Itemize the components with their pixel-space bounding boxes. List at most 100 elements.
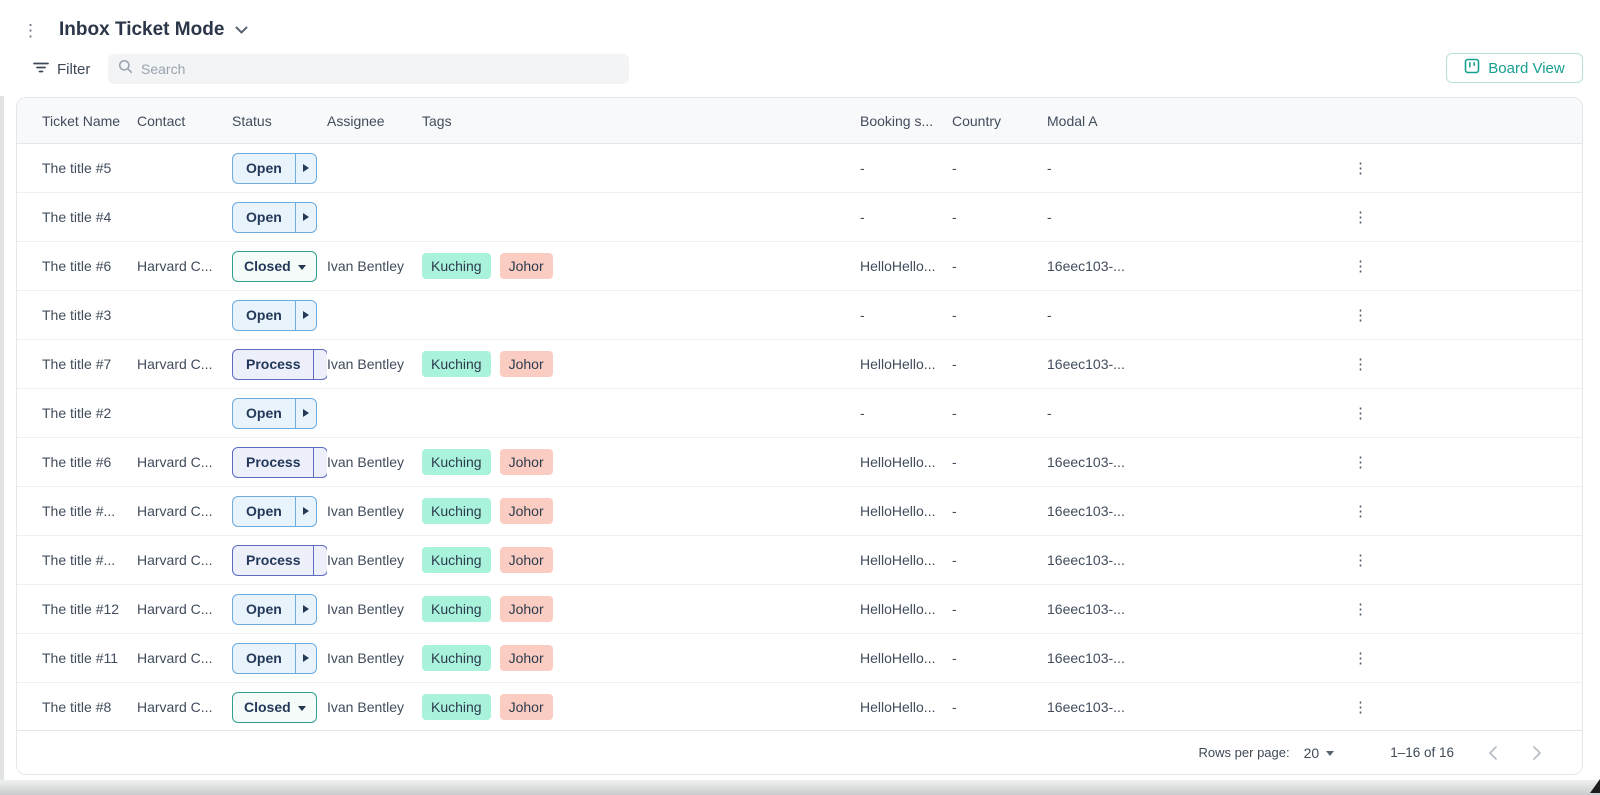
status-button[interactable]: Open — [232, 642, 317, 674]
tag-kuching: Kuching — [422, 449, 491, 475]
status-expand-button[interactable] — [313, 349, 327, 379]
status-expand-button[interactable] — [313, 545, 327, 575]
triangle-right-icon — [302, 213, 309, 221]
row-menu-kebab-icon[interactable]: ⋮ — [1353, 601, 1368, 617]
table-row[interactable]: The title #6 Harvard C... Closed Ivan Be… — [17, 242, 1582, 291]
status-expand-button[interactable] — [313, 447, 327, 477]
row-menu-kebab-icon[interactable]: ⋮ — [1353, 650, 1368, 666]
cell-tags: Kuching Johor — [422, 253, 860, 279]
status-expand-button[interactable] — [294, 300, 316, 330]
table-row[interactable]: The title #8 Harvard C... Closed Ivan Be… — [17, 683, 1582, 732]
row-menu-kebab-icon[interactable]: ⋮ — [1353, 552, 1368, 568]
table-row[interactable]: The title #5 Open - - - ⋮ — [17, 144, 1582, 193]
cell-country: - — [952, 258, 957, 274]
toolbar: Filter Board View — [0, 53, 1600, 84]
status-expand-button[interactable] — [294, 153, 316, 183]
row-menu-kebab-icon[interactable]: ⋮ — [1353, 209, 1368, 225]
tag-kuching: Kuching — [422, 694, 491, 720]
cell-ticket-name: The title #7 — [42, 356, 112, 372]
row-menu-kebab-icon[interactable]: ⋮ — [1353, 699, 1368, 715]
cell-assignee: Ivan Bentley — [327, 650, 405, 666]
cell-booking: HelloHello... — [860, 601, 936, 617]
row-menu-kebab-icon[interactable]: ⋮ — [1353, 405, 1368, 421]
search-box — [108, 54, 629, 84]
filter-button[interactable]: Filter — [33, 54, 90, 84]
status-expand-button[interactable] — [294, 202, 316, 232]
page-menu-kebab-icon[interactable]: ⋮ — [22, 20, 39, 40]
cell-modal: - — [1047, 405, 1052, 421]
row-menu-kebab-icon[interactable]: ⋮ — [1353, 160, 1368, 176]
row-menu-kebab-icon[interactable]: ⋮ — [1353, 503, 1368, 519]
previous-page-button[interactable] — [1488, 745, 1498, 761]
status-label: Closed — [244, 258, 291, 274]
table-row[interactable]: The title #7 Harvard C... Process Ivan B… — [17, 340, 1582, 389]
tag-johor: Johor — [499, 351, 553, 377]
cell-modal: 16eec103-... — [1047, 650, 1125, 666]
board-view-button[interactable]: Board View — [1446, 53, 1583, 83]
status-button[interactable]: Process — [232, 446, 327, 478]
table-row[interactable]: The title #6 Harvard C... Process Ivan B… — [17, 438, 1582, 487]
cell-contact: Harvard C... — [137, 699, 213, 715]
status-button[interactable]: Closed — [232, 250, 317, 282]
cell-assignee: Ivan Bentley — [327, 699, 405, 715]
status-expand-button[interactable] — [294, 496, 316, 526]
cell-ticket-name: The title #... — [42, 503, 116, 519]
table-row[interactable]: The title #2 Open - - - ⋮ — [17, 389, 1582, 438]
status-button[interactable]: Process — [232, 348, 327, 380]
status-button[interactable]: Open — [232, 299, 317, 331]
status-button[interactable]: Open — [232, 201, 317, 233]
status-button[interactable]: Closed — [232, 691, 317, 723]
tag-kuching: Kuching — [422, 253, 491, 279]
cell-country: - — [952, 650, 957, 666]
cell-booking: HelloHello... — [860, 454, 936, 470]
cell-country: - — [952, 356, 957, 372]
cell-country: - — [952, 160, 957, 176]
triangle-right-icon — [302, 654, 309, 662]
cell-country: - — [952, 307, 957, 323]
status-expand-button[interactable] — [294, 594, 316, 624]
row-menu-kebab-icon[interactable]: ⋮ — [1353, 454, 1368, 470]
table-row[interactable]: The title #11 Harvard C... Open Ivan Ben… — [17, 634, 1582, 683]
cell-ticket-name: The title #6 — [42, 258, 112, 274]
cell-assignee: Ivan Bentley — [327, 503, 405, 519]
status-button[interactable]: Process — [232, 544, 327, 576]
ticket-table-card: Ticket Name Contact Status Assignee Tags… — [16, 97, 1583, 775]
search-input[interactable] — [141, 61, 619, 77]
table-row[interactable]: The title #3 Open - - - ⋮ — [17, 291, 1582, 340]
status-button[interactable]: Open — [232, 495, 317, 527]
cell-assignee: Ivan Bentley — [327, 454, 405, 470]
row-menu-kebab-icon[interactable]: ⋮ — [1353, 307, 1368, 323]
table-row[interactable]: The title #... Harvard C... Process Ivan… — [17, 536, 1582, 585]
table-row[interactable]: The title #4 Open - - - ⋮ — [17, 193, 1582, 242]
status-button[interactable]: Open — [232, 593, 317, 625]
table-body: The title #5 Open - - - ⋮ The title #4 O… — [17, 144, 1582, 732]
cell-country: - — [952, 552, 957, 568]
cell-tags: Kuching Johor — [422, 547, 860, 573]
chevron-down-icon[interactable] — [235, 26, 248, 35]
status-button[interactable]: Open — [232, 152, 317, 184]
filter-label: Filter — [57, 60, 91, 78]
chevron-down-icon — [297, 264, 306, 270]
cell-assignee: Ivan Bentley — [327, 356, 405, 372]
row-menu-kebab-icon[interactable]: ⋮ — [1353, 356, 1368, 372]
tag-kuching: Kuching — [422, 351, 491, 377]
pagination-bar: Rows per page: 20 1–16 of 16 — [17, 730, 1582, 774]
next-page-button[interactable] — [1532, 745, 1542, 761]
status-expand-button[interactable] — [294, 398, 316, 428]
status-label: Open — [246, 405, 282, 421]
status-label: Open — [246, 650, 282, 666]
rows-per-page-select[interactable]: 20 — [1304, 745, 1335, 761]
status-expand-button[interactable] — [294, 643, 316, 673]
status-label: Process — [246, 552, 301, 568]
rows-per-page-label: Rows per page: — [1198, 745, 1290, 760]
status-button[interactable]: Open — [232, 397, 317, 429]
column-header-status: Status — [232, 112, 272, 129]
status-label: Open — [246, 160, 282, 176]
row-menu-kebab-icon[interactable]: ⋮ — [1353, 258, 1368, 274]
cell-booking: - — [860, 307, 865, 323]
cell-ticket-name: The title #2 — [42, 405, 112, 421]
cell-ticket-name: The title #4 — [42, 209, 112, 225]
tag-johor: Johor — [499, 596, 553, 622]
table-row[interactable]: The title #... Harvard C... Open Ivan Be… — [17, 487, 1582, 536]
table-row[interactable]: The title #12 Harvard C... Open Ivan Ben… — [17, 585, 1582, 634]
